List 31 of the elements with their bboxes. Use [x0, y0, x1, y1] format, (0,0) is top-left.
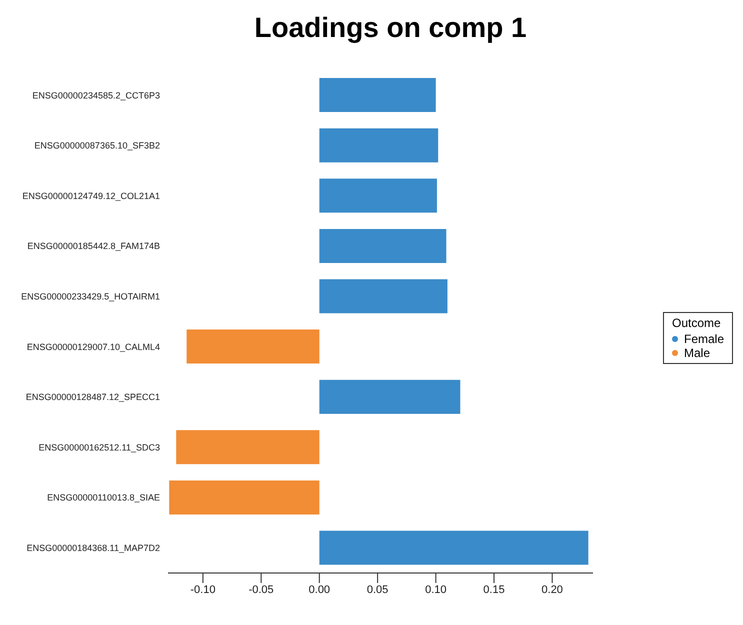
- bar: [186, 330, 320, 364]
- x-tick-label: 0.20: [542, 584, 563, 596]
- bar: [319, 178, 437, 213]
- legend-label: Male: [684, 346, 710, 360]
- y-tick-label: ENSG00000162512.11_SDC3: [38, 442, 160, 452]
- legend-label: Female: [684, 332, 724, 346]
- bar: [319, 279, 448, 314]
- bar: [319, 228, 446, 263]
- y-tick-label: ENSG00000234585.2_CCT6P3: [32, 90, 160, 100]
- y-tick-label: ENSG00000124749.12_COL21A1: [22, 190, 160, 201]
- y-tick-label: ENSG00000233429.5_HOTAIRM1: [21, 292, 160, 302]
- y-tick-label: ENSG00000184368.11_MAP7D2: [26, 543, 160, 554]
- y-tick-label: ENSG00000087365.10_SF3B2: [34, 140, 160, 151]
- y-tick-label: ENSG00000128487.12_SPECC1: [26, 392, 160, 402]
- bar: [319, 78, 436, 112]
- bar: [176, 430, 320, 464]
- x-tick-label: 0.00: [308, 584, 330, 596]
- y-tick-label: ENSG00000129007.10_CALML4: [26, 342, 160, 352]
- x-tick-label: 0.10: [425, 584, 447, 596]
- x-tick-label: 0.05: [366, 584, 388, 596]
- legend-title: Outcome: [672, 316, 722, 330]
- y-tick-label: ENSG00000185442.8_FAM174B: [27, 241, 160, 252]
- bar: [319, 530, 588, 565]
- bar: [169, 480, 320, 514]
- x-tick-label: 0.15: [483, 584, 505, 596]
- y-tick-label: ENSG00000110013.8_SIAE: [47, 492, 160, 503]
- bar: [319, 380, 460, 414]
- chart-title: Loadings on comp 1: [253, 11, 528, 45]
- bar: [319, 128, 438, 162]
- x-tick-label: -0.10: [190, 584, 216, 596]
- x-tick-label: -0.05: [248, 584, 274, 596]
